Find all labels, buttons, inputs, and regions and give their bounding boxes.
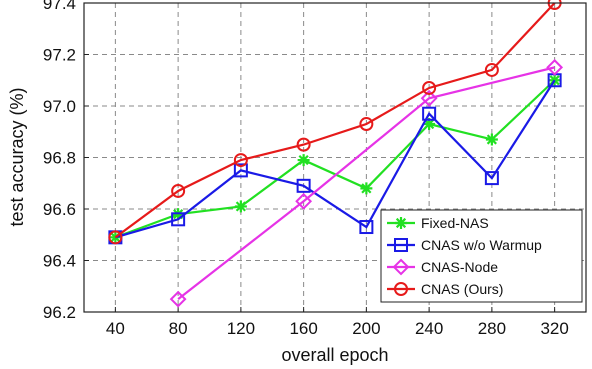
y-tick-label: 96.8 [43,149,76,168]
data-point [297,154,310,167]
data-point [360,182,373,195]
data-point [484,171,499,186]
y-axis-title: test accuracy (%) [7,87,27,226]
legend-item: CNAS w/o Warmup [387,237,542,253]
data-point [296,137,311,152]
legend-marker [394,282,408,296]
y-tick-label: 96.4 [43,252,76,271]
x-tick-label: 160 [289,319,317,338]
legend-label: Fixed-NAS [421,215,489,231]
data-point [171,212,186,227]
data-point [485,133,498,146]
legend: Fixed-NAS CNAS w/o Warmup CNAS-Node CNAS (O… [380,209,583,303]
legend-marker [394,238,408,252]
x-tick-label: 200 [352,319,380,338]
legend-label: CNAS w/o Warmup [421,237,542,253]
data-point [169,290,187,308]
y-tick-label: 96.2 [43,303,76,322]
x-axis-title: overall epoch [281,345,388,365]
legend-marker [392,258,410,276]
series-cnas-node [169,58,564,308]
x-tick-label: 120 [227,319,255,338]
y-tick-label: 97.0 [43,97,76,116]
legend-marker [395,217,407,229]
x-tick-label: 80 [169,319,188,338]
series-line [114,2,556,239]
x-tick-label: 240 [415,319,443,338]
y-axis-ticks: 96.2 96.4 96.6 96.8 97.0 97.2 97.4 [43,0,89,322]
legend-box [380,209,583,303]
x-axis-ticks: 40 80 120 160 200 240 280 320 [106,307,569,338]
legend-label: CNAS (Ours) [421,281,503,297]
legend-item: Fixed-NAS [387,215,489,231]
plot-frame [83,2,587,313]
series-line [115,79,556,239]
data-point [171,183,186,198]
legend-item: CNAS-Node [387,258,498,276]
data-point [359,220,374,235]
data-point [484,62,499,77]
data-point [546,58,564,76]
legend-label: CNAS-Node [421,259,498,275]
data-point [422,106,437,121]
data-point [233,153,248,168]
x-tick-label: 40 [106,319,125,338]
x-tick-label: 320 [540,319,568,338]
data-point [422,80,437,95]
legend-item: CNAS (Ours) [387,281,503,297]
data-point [295,192,313,210]
data-point [108,230,123,245]
data-point [234,200,247,213]
data-point [423,118,436,131]
x-tick-label: 280 [478,319,506,338]
y-tick-label: 97.4 [43,0,76,13]
y-tick-label: 96.6 [43,200,76,219]
y-tick-label: 97.2 [43,46,76,65]
data-point [359,117,374,132]
data-point [296,178,311,193]
data-point [420,89,438,107]
data-point [233,163,248,178]
series-line [177,66,555,300]
